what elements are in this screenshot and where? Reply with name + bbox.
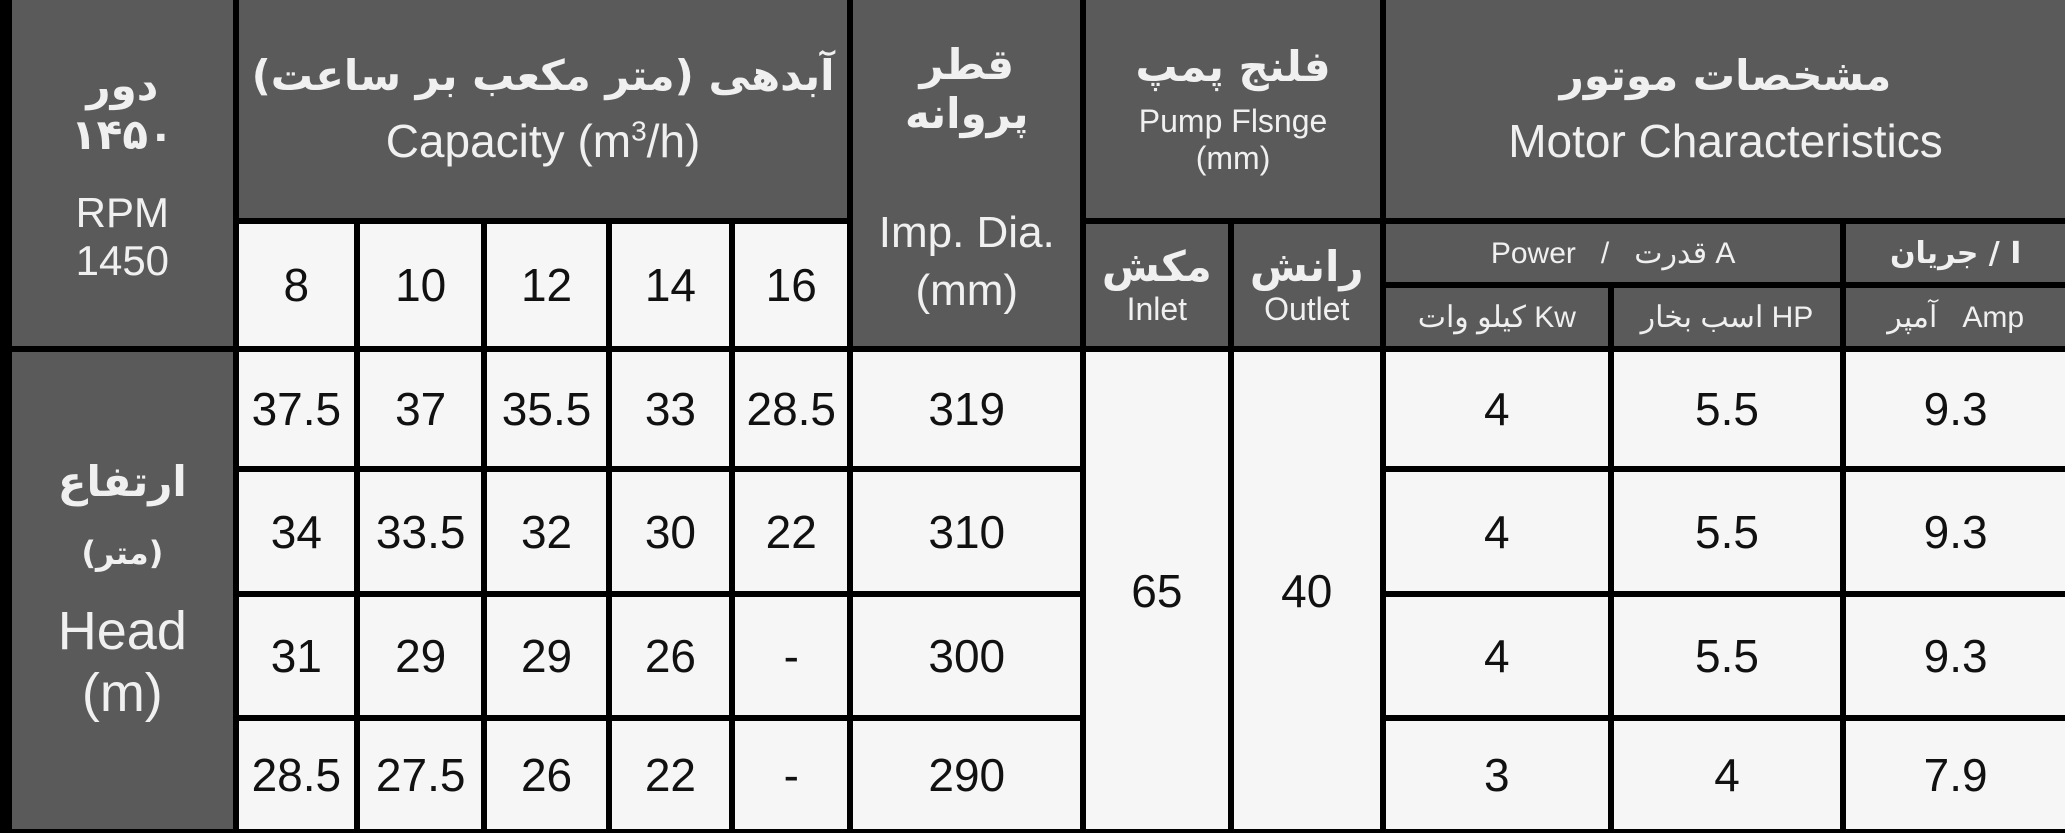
capacity-fa-title: آبدهی (متر مکعب بر ساعت) [251,50,835,100]
impeller-cell: 300 [853,597,1081,715]
inlet-en: Inlet [1126,291,1188,327]
capacity-header: آبدهی (متر مکعب بر ساعت) Capacity (m3/h) [238,0,848,218]
rpm-en-value: 1450 [75,237,170,284]
motor-en-title: Motor Characteristics [1508,114,1943,167]
flange-unit: (mm) [1195,139,1271,176]
capacity-cell: 33 [611,352,730,466]
capacity-prefix: Capacity (m [385,114,632,167]
capacity-cell: 34 [238,471,354,592]
impeller-fa-title: قطر پروانه [904,40,1029,138]
amp-cell: 9.3 [1846,352,2065,466]
inlet-header: مکش Inlet [1086,224,1228,346]
capacity-cell: 33.5 [360,471,482,592]
capacity-cell: 31 [238,597,354,715]
impeller-cell: 290 [853,721,1081,829]
hp-header: اسب بخار HP [1613,288,1841,346]
capacity-cell: 28.5 [238,721,354,829]
amp-cell: 9.3 [1846,471,2065,592]
capacity-col-header: 14 [611,224,730,346]
outlet-en: Outlet [1264,291,1350,327]
capacity-en-title: Capacity (m3/h) [386,114,701,168]
hp-cell: 4 [1613,721,1841,829]
kw-cell: 4 [1385,597,1608,715]
kw-cell: 4 [1385,352,1608,466]
current-header: جریان / I [1846,224,2065,282]
rpm-header: دور ۱۴۵۰ RPM 1450 [12,0,233,346]
kw-cell: 4 [1385,471,1608,592]
impeller-en-title: Imp. Dia. [878,208,1055,257]
impeller-header: قطر پروانه Imp. Dia. (mm) [853,0,1081,346]
motor-header: مشخصات موتور Motor Characteristics [1385,0,2065,218]
outlet-fa: رانش [1249,242,1364,291]
head-en-unit: (m) [81,663,163,723]
capacity-cell: 35.5 [487,352,606,466]
capacity-cell: 27.5 [360,721,482,829]
outlet-value: 40 [1233,352,1380,829]
kw-header: کیلو وات Kw [1385,288,1608,346]
capacity-suffix: /h) [646,114,701,167]
capacity-col-header: 16 [735,224,848,346]
inlet-value: 65 [1086,352,1228,829]
rpm-en-title: RPM [75,189,169,236]
capacity-cell: 29 [360,597,482,715]
rpm-fa-title: دور [86,61,159,110]
head-en-title: Head [57,601,187,661]
capacity-cell: - [735,721,848,829]
head-fa-unit: (متر) [81,534,164,572]
capacity-col-header: 10 [360,224,482,346]
kw-cell: 3 [1385,721,1608,829]
flange-en-title: Pump Flsnge [1138,102,1328,139]
motor-fa-title: مشخصات موتور [1559,50,1892,100]
flange-fa-title: فلنج پمپ [1135,41,1331,91]
hp-cell: 5.5 [1613,597,1841,715]
capacity-sup: 3 [631,115,647,147]
inlet-fa: مکش [1101,242,1212,291]
capacity-cell: 28.5 [735,352,848,466]
head-fa-title: ارتفاع [57,457,187,506]
capacity-cell: 29 [487,597,606,715]
amp-cell: 9.3 [1846,597,2065,715]
capacity-cell: 30 [611,471,730,592]
flange-header: فلنج پمپ Pump Flsnge (mm) [1086,0,1380,218]
capacity-cell: - [735,597,848,715]
capacity-cell: 22 [611,721,730,829]
capacity-cell: 22 [735,471,848,592]
capacity-cell: 26 [487,721,606,829]
capacity-cell: 26 [611,597,730,715]
impeller-cell: 310 [853,471,1081,592]
rpm-fa-value: ۱۴۵۰ [71,110,174,159]
capacity-cell: 32 [487,471,606,592]
power-header: Power / قدرت A [1385,224,1841,282]
amp-cell: 7.9 [1846,721,2065,829]
impeller-cell: 319 [853,352,1081,466]
capacity-col-header: 12 [487,224,606,346]
outlet-header: رانش Outlet [1233,224,1380,346]
capacity-cell: 37 [360,352,482,466]
head-label: ارتفاع (متر) Head (m) [12,352,233,829]
impeller-unit: (mm) [915,266,1019,315]
amp-header: آمپر Amp [1846,288,2065,346]
capacity-col-header: 8 [238,224,354,346]
hp-cell: 5.5 [1613,352,1841,466]
hp-cell: 5.5 [1613,471,1841,592]
capacity-cell: 37.5 [238,352,354,466]
